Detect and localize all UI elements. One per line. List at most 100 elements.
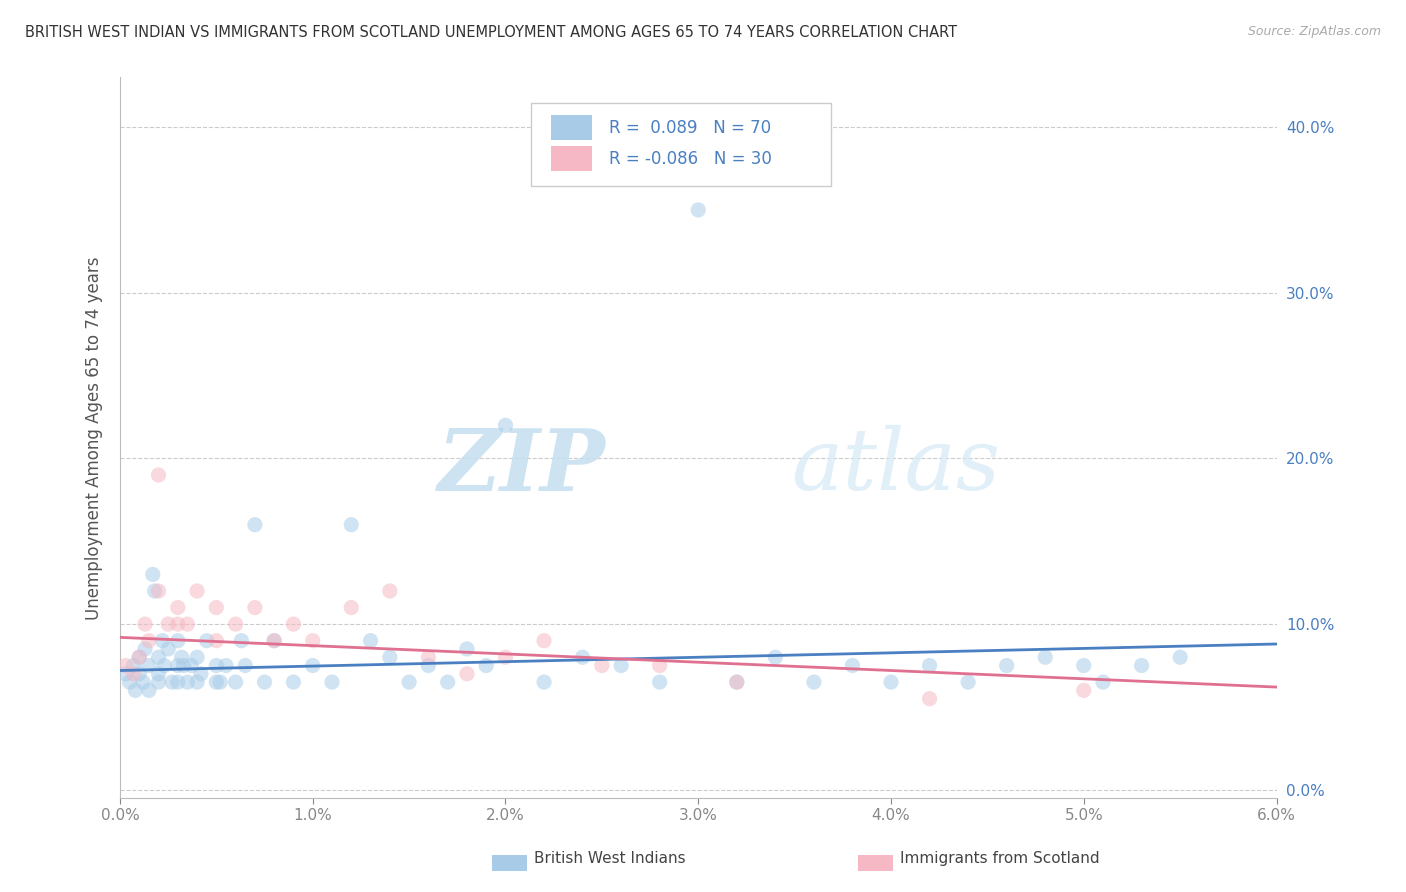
Point	[398, 675, 420, 690]
Point	[186, 584, 208, 599]
Point	[418, 658, 440, 673]
Point	[157, 642, 180, 657]
Point	[1033, 650, 1056, 665]
Point	[128, 666, 150, 681]
Point	[209, 675, 232, 690]
Point	[122, 666, 145, 681]
Point	[195, 633, 218, 648]
Point	[231, 633, 253, 648]
Text: R =  0.089   N = 70: R = 0.089 N = 70	[609, 119, 772, 136]
Point	[157, 617, 180, 632]
Point	[475, 658, 498, 673]
Point	[880, 675, 903, 690]
Point	[205, 600, 228, 615]
Point	[725, 675, 748, 690]
Point	[186, 650, 208, 665]
Point	[610, 658, 633, 673]
Point	[150, 633, 173, 648]
Point	[378, 584, 401, 599]
Point	[533, 675, 555, 690]
Point	[1168, 650, 1191, 665]
Point	[340, 600, 363, 615]
FancyBboxPatch shape	[551, 146, 592, 171]
Point	[142, 567, 165, 582]
Point	[918, 691, 941, 706]
Point	[301, 633, 323, 648]
Point	[263, 633, 285, 648]
Point	[186, 675, 208, 690]
Point	[725, 675, 748, 690]
Point	[148, 666, 170, 681]
FancyBboxPatch shape	[530, 103, 831, 186]
Point	[134, 642, 156, 657]
Point	[283, 617, 305, 632]
Point	[148, 468, 170, 483]
Point	[253, 675, 276, 690]
Point	[918, 658, 941, 673]
Point	[418, 650, 440, 665]
Text: ZIP: ZIP	[437, 425, 606, 508]
Point	[176, 675, 198, 690]
Point	[533, 633, 555, 648]
FancyBboxPatch shape	[551, 115, 592, 141]
Point	[243, 600, 266, 615]
Text: British West Indians: British West Indians	[534, 851, 686, 865]
Point	[205, 633, 228, 648]
Point	[1073, 683, 1095, 698]
Point	[138, 683, 160, 698]
Point	[118, 675, 141, 690]
Point	[114, 658, 136, 673]
Point	[215, 658, 238, 673]
Point	[1130, 658, 1153, 673]
Point	[841, 658, 863, 673]
Point	[456, 642, 478, 657]
Point	[138, 658, 160, 673]
Point	[456, 666, 478, 681]
Text: R = -0.086   N = 30: R = -0.086 N = 30	[609, 150, 772, 168]
Point	[340, 517, 363, 532]
Point	[160, 675, 183, 690]
Point	[233, 658, 256, 673]
Point	[124, 683, 146, 698]
Point	[803, 675, 825, 690]
Y-axis label: Unemployment Among Ages 65 to 74 years: Unemployment Among Ages 65 to 74 years	[86, 256, 103, 620]
Text: Source: ZipAtlas.com: Source: ZipAtlas.com	[1247, 25, 1381, 38]
Point	[688, 202, 710, 217]
Point	[378, 650, 401, 665]
Point	[148, 675, 170, 690]
Point	[166, 617, 188, 632]
Point	[321, 675, 343, 690]
Text: BRITISH WEST INDIAN VS IMMIGRANTS FROM SCOTLAND UNEMPLOYMENT AMONG AGES 65 TO 74: BRITISH WEST INDIAN VS IMMIGRANTS FROM S…	[25, 25, 957, 40]
Point	[571, 650, 593, 665]
Point	[170, 650, 193, 665]
Point	[166, 633, 188, 648]
Point	[176, 617, 198, 632]
Point	[128, 650, 150, 665]
Point	[263, 633, 285, 648]
Point	[134, 617, 156, 632]
Point	[180, 658, 202, 673]
Point	[122, 658, 145, 673]
Point	[148, 584, 170, 599]
Point	[148, 650, 170, 665]
Point	[648, 675, 671, 690]
Point	[648, 658, 671, 673]
Point	[128, 650, 150, 665]
Point	[495, 418, 517, 433]
Point	[166, 675, 188, 690]
Point	[283, 675, 305, 690]
Point	[957, 675, 980, 690]
Text: atlas: atlas	[790, 425, 1000, 508]
Point	[243, 517, 266, 532]
Point	[591, 658, 613, 673]
Point	[225, 675, 247, 690]
Point	[143, 584, 166, 599]
Point	[114, 666, 136, 681]
Point	[1092, 675, 1115, 690]
Point	[138, 633, 160, 648]
Point	[763, 650, 786, 665]
Point	[495, 650, 517, 665]
Point	[360, 633, 382, 648]
Point	[173, 658, 195, 673]
Point	[1073, 658, 1095, 673]
